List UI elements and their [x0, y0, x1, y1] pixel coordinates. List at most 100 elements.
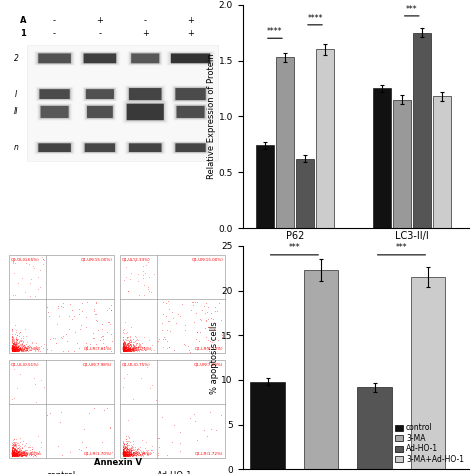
Point: [13, 338, 20, 346]
Point: [10, 450, 18, 458]
Point: [9, 342, 17, 350]
Point: [120, 339, 128, 347]
Text: ***: ***: [289, 243, 300, 252]
Point: [123, 450, 130, 457]
Point: [127, 452, 134, 460]
Point: [12, 343, 19, 350]
Point: [11, 447, 18, 454]
Point: [9, 441, 16, 448]
Point: [119, 450, 127, 458]
Point: [120, 342, 128, 350]
Point: [119, 445, 127, 453]
Point: [22, 347, 30, 355]
Point: [11, 447, 18, 455]
Point: [138, 451, 146, 459]
Point: [9, 344, 16, 351]
Point: [126, 448, 134, 456]
Point: [12, 452, 20, 459]
Point: [12, 451, 20, 458]
Point: [16, 448, 23, 456]
FancyBboxPatch shape: [174, 142, 207, 153]
Point: [122, 346, 130, 354]
FancyBboxPatch shape: [85, 104, 115, 119]
Point: [10, 340, 18, 347]
Point: [12, 340, 20, 347]
Point: [12, 346, 19, 354]
Point: [18, 449, 25, 456]
Point: [120, 448, 128, 456]
Point: [13, 347, 20, 355]
Point: [12, 451, 19, 458]
Point: [141, 346, 149, 354]
Bar: [433, 96, 451, 228]
Point: [15, 342, 22, 350]
Point: [122, 347, 129, 355]
Point: [119, 343, 127, 351]
Point: [121, 450, 128, 457]
Point: [11, 340, 18, 348]
Point: [119, 445, 127, 453]
Point: [120, 346, 128, 353]
Point: [11, 442, 18, 449]
Point: [120, 444, 128, 452]
Point: [59, 300, 67, 307]
Point: [150, 271, 158, 278]
Point: [125, 346, 132, 354]
Point: [123, 345, 130, 352]
Point: [9, 451, 16, 459]
Point: [120, 449, 128, 457]
Point: [120, 448, 128, 456]
Point: [12, 447, 20, 455]
Point: [20, 451, 28, 458]
Point: [119, 446, 127, 454]
Point: [9, 346, 17, 354]
Point: [11, 347, 18, 355]
Point: [120, 345, 128, 353]
Point: [22, 451, 29, 459]
Point: [12, 452, 19, 459]
Point: [12, 343, 20, 351]
Point: [119, 345, 127, 352]
Point: [121, 449, 129, 456]
Point: [31, 345, 39, 353]
FancyBboxPatch shape: [128, 87, 162, 101]
Point: [12, 346, 19, 353]
Point: [107, 424, 114, 432]
Point: [119, 346, 127, 354]
Point: [9, 346, 17, 353]
Point: [119, 340, 127, 348]
Point: [119, 450, 127, 458]
Point: [99, 344, 106, 352]
Point: [119, 442, 127, 450]
Point: [139, 267, 146, 275]
Point: [181, 321, 189, 328]
Point: [59, 332, 66, 340]
Point: [119, 443, 127, 451]
Point: [9, 342, 17, 350]
Point: [140, 452, 147, 459]
Point: [124, 343, 131, 351]
Point: [19, 343, 27, 350]
Point: [120, 344, 128, 351]
Point: [120, 340, 128, 348]
Point: [22, 342, 29, 349]
Point: [10, 451, 18, 458]
Point: [13, 346, 20, 354]
Point: [18, 347, 26, 355]
Point: [9, 341, 16, 349]
Point: [10, 448, 18, 456]
Point: [120, 344, 128, 351]
Point: [8, 452, 16, 460]
Point: [189, 299, 196, 306]
Point: [139, 448, 147, 456]
Point: [121, 451, 129, 459]
Point: [120, 440, 128, 447]
Point: [121, 452, 129, 459]
Point: [119, 347, 127, 355]
Point: [120, 448, 128, 456]
Point: [9, 446, 17, 454]
Point: [11, 346, 18, 354]
Point: [120, 447, 128, 455]
Point: [132, 345, 140, 353]
Point: [120, 450, 128, 457]
